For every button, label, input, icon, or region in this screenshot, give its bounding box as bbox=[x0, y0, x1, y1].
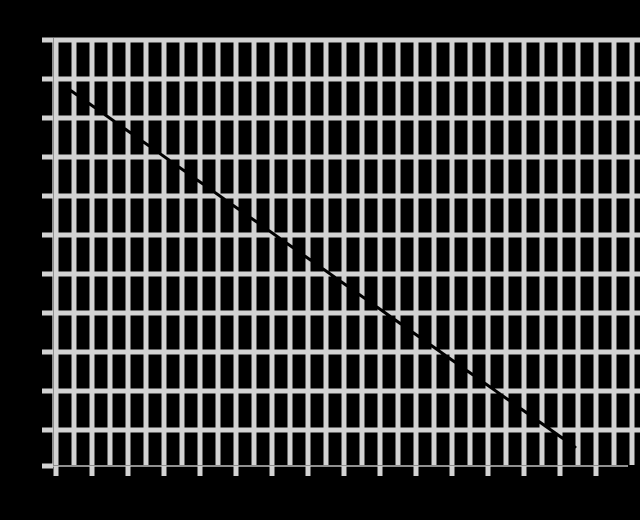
x-axis-ticks bbox=[53, 466, 599, 476]
horizontal-gridlines bbox=[52, 37, 640, 433]
data-series-line bbox=[68, 88, 577, 449]
y-axis-ticks bbox=[42, 37, 53, 469]
vertical-gridlines bbox=[53, 38, 635, 465]
